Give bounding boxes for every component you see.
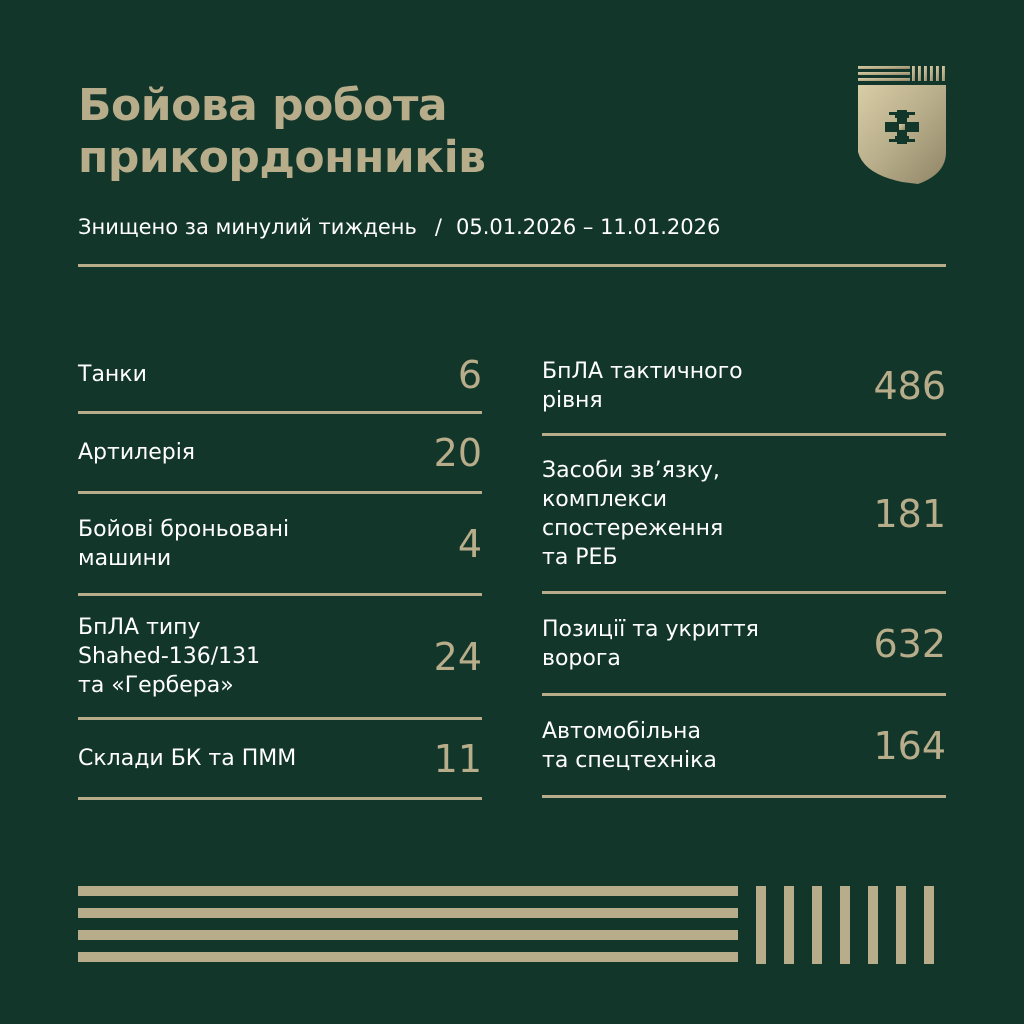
stat-label-line: Shahed-136/131: [78, 644, 261, 669]
stat-row: Засоби зв’язку, комплекси спостереження …: [542, 436, 946, 594]
stat-row: БпЛА типу Shahed-136/131 та «Гербера» 24: [78, 596, 482, 720]
stat-row: Танки 6: [78, 338, 482, 414]
stat-value: 11: [433, 736, 482, 781]
date-range: 05.01.2026 – 11.01.2026: [455, 215, 721, 239]
subtitle-separator: /: [434, 215, 442, 239]
title-line-2: прикордонників: [78, 132, 486, 183]
stat-label-line: Танки: [78, 362, 147, 387]
stat-value: 4: [457, 521, 482, 566]
stat-row: Артилерія 20: [78, 414, 482, 494]
title-line-1: Бойова робота: [78, 80, 448, 131]
stat-label: Позиції та укриття ворога: [542, 615, 759, 673]
stat-row: Автомобільна та спецтехніка 164: [542, 696, 946, 798]
stats-left-column: Танки 6 Артилерія 20 Бойові броньовані м…: [78, 338, 482, 800]
stat-label-line: БпЛА тактичного: [542, 358, 743, 384]
stat-label-line: та РЕБ: [542, 544, 618, 570]
stat-label: Засоби зв’язку, комплекси спостереження …: [542, 456, 723, 572]
stat-label-line: та спецтехніка: [542, 747, 717, 773]
border-guard-shield-icon: [858, 66, 946, 184]
stat-label: Склади БК та ПММ: [78, 744, 296, 773]
stat-label-line: Склади БК та ПММ: [78, 746, 297, 771]
stat-row: Склади БК та ПММ 11: [78, 720, 482, 800]
stat-label: БпЛА тактичного рівня: [542, 357, 743, 415]
stat-row: Бойові броньовані машини 4: [78, 494, 482, 596]
stat-label-line: БпЛА типу: [78, 615, 201, 640]
stat-label: Автомобільна та спецтехніка: [542, 717, 717, 775]
stat-value: 6: [457, 352, 482, 397]
stat-label-line: Бойові броньовані: [78, 516, 290, 542]
stat-label-line: комплекси: [542, 486, 668, 512]
stat-value: 181: [873, 491, 946, 536]
stat-label-line: Артилерія: [78, 440, 196, 465]
stat-label-line: Автомобільна: [542, 718, 701, 744]
stat-label-line: спостереження: [542, 515, 724, 541]
subtitle-text: Знищено за минулий тиждень: [78, 215, 417, 239]
stat-value: 20: [433, 430, 482, 475]
stat-label-line: машини: [78, 545, 172, 571]
subtitle: Знищено за минулий тиждень / 05.01.2026 – …: [78, 212, 720, 242]
stat-row: БпЛА тактичного рівня 486: [542, 338, 946, 436]
page-title: Бойова робота прикордонників: [78, 80, 486, 184]
stat-label: БпЛА типу Shahed-136/131 та «Гербера»: [78, 613, 260, 700]
stat-value: 632: [873, 621, 946, 666]
stat-label-line: Позиції та укриття: [542, 616, 759, 642]
decorative-stripes: [78, 886, 934, 964]
stat-label-line: та «Гербера»: [78, 673, 234, 698]
stat-label-line: ворога: [542, 645, 621, 671]
stat-label: Танки: [78, 360, 147, 389]
stats-right-column: БпЛА тактичного рівня 486 Засоби зв’язку…: [542, 338, 946, 798]
stat-value: 164: [873, 723, 946, 768]
header-divider: [78, 264, 946, 267]
stat-label: Артилерія: [78, 438, 195, 467]
stat-label: Бойові броньовані машини: [78, 515, 289, 573]
stat-value: 486: [873, 363, 946, 408]
stat-value: 24: [433, 634, 482, 679]
stat-label-line: рівня: [542, 387, 603, 413]
stat-label-line: Засоби зв’язку,: [542, 457, 720, 483]
stat-row: Позиції та укриття ворога 632: [542, 594, 946, 696]
